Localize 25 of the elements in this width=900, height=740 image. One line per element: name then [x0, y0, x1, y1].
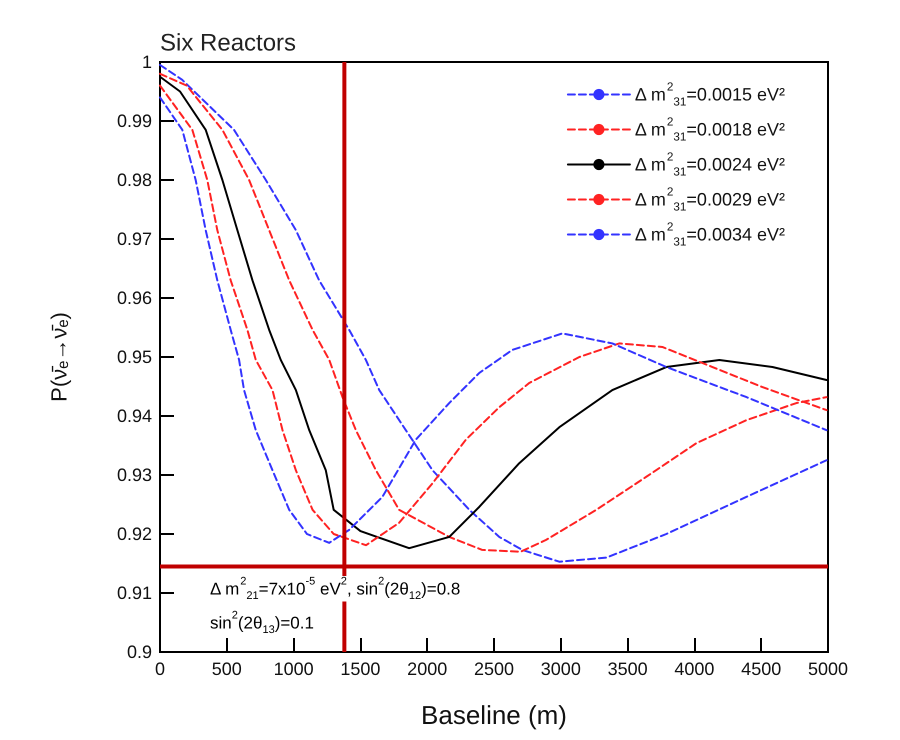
- y-tick-label: 0.93: [116, 465, 152, 485]
- x-tick-label: 4500: [741, 659, 782, 679]
- x-tick-label: 4000: [674, 659, 714, 679]
- x-tick-label: 1000: [274, 659, 314, 679]
- x-tick-label: 5000: [808, 659, 848, 679]
- chart-title: Six Reactors: [160, 30, 296, 56]
- x-tick-label: 500: [212, 659, 242, 679]
- y-tick-label: 0.96: [116, 288, 152, 308]
- x-tick-label: 3000: [540, 659, 581, 679]
- y-tick-label: 0.91: [116, 583, 152, 603]
- x-tick-label: 2500: [474, 659, 514, 679]
- y-tick-label: 0.98: [116, 170, 152, 190]
- y-axis-title: P(ν̄ₑ→ν̄ₑ): [46, 312, 72, 402]
- y-tick-label: 0.97: [116, 229, 152, 249]
- y-tick-label: 0.99: [116, 111, 152, 131]
- y-tick-label: 0.9: [126, 642, 152, 662]
- x-axis-title: Baseline (m): [421, 700, 567, 730]
- x-tick-label: 2000: [407, 659, 448, 679]
- x-tick-label: 0: [154, 659, 166, 679]
- x-tick-label: 3500: [608, 659, 648, 679]
- y-tick-label: 0.92: [116, 524, 152, 544]
- y-tick-label: 1: [142, 52, 152, 72]
- y-tick-label: 0.95: [116, 347, 152, 367]
- x-tick-label: 1500: [340, 659, 380, 679]
- y-tick-label: 0.94: [116, 406, 152, 426]
